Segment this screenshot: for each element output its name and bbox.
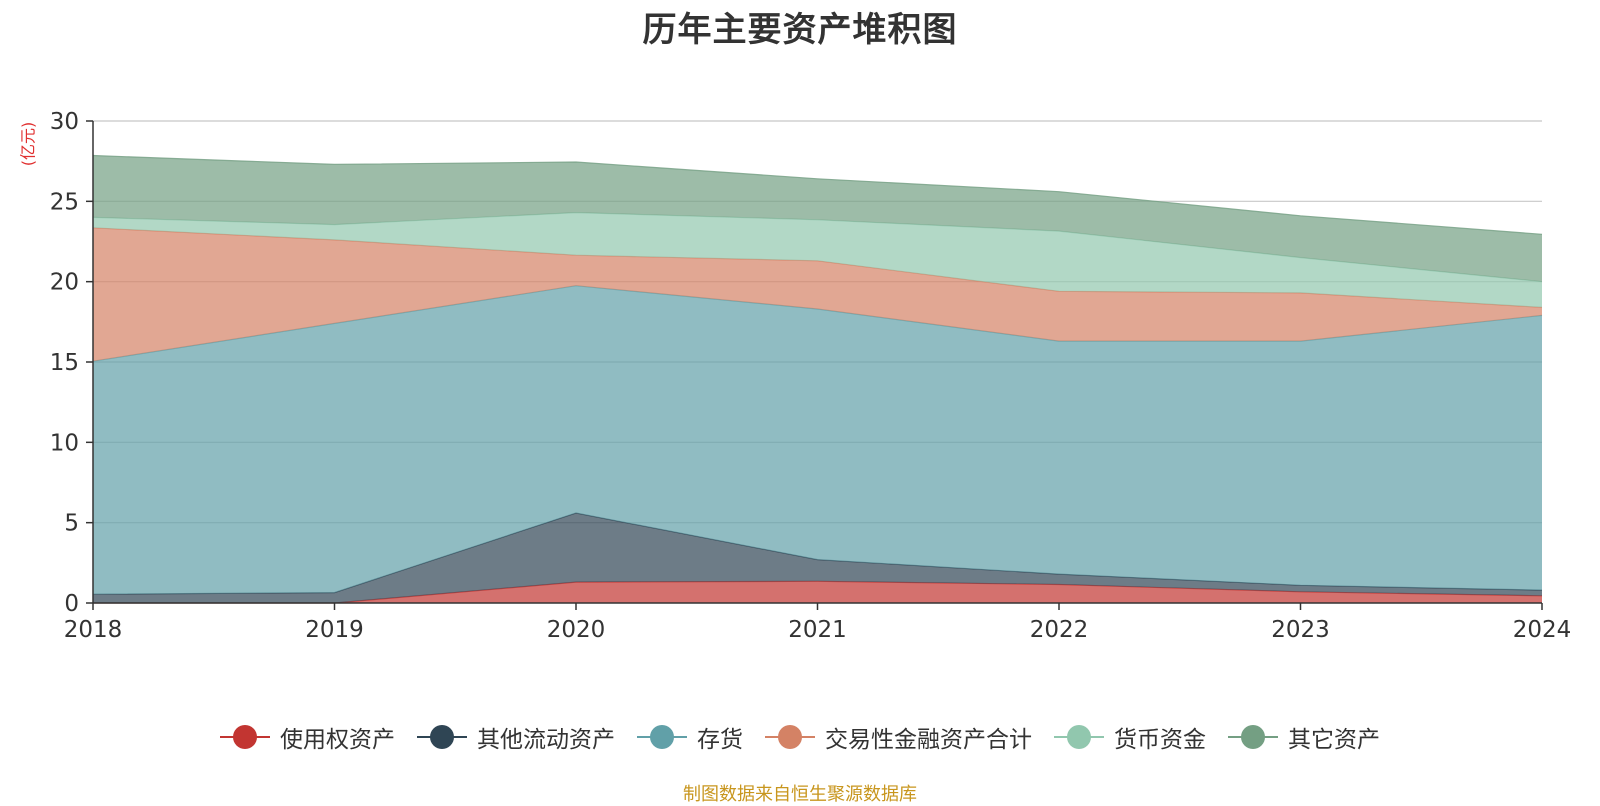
legend-label: 货币资金 bbox=[1114, 727, 1206, 753]
y-tick-label-0: 0 bbox=[64, 591, 79, 617]
area-series-2 bbox=[93, 285, 1542, 595]
legend-marker-icon bbox=[220, 724, 270, 750]
line-series-5 bbox=[92, 154, 1543, 235]
legend-label: 其它资产 bbox=[1288, 727, 1380, 753]
legend-marker-icon bbox=[637, 724, 687, 750]
x-tick-label-2018: 2018 bbox=[64, 617, 123, 643]
x-tick-label-2021: 2021 bbox=[788, 617, 847, 643]
legend-item-0[interactable]: 使用权资产 bbox=[220, 720, 395, 754]
legend-label: 交易性金融资产合计 bbox=[825, 727, 1032, 753]
legend-marker-icon bbox=[417, 724, 467, 750]
y-tick-label-25: 25 bbox=[50, 189, 79, 215]
legend-item-5[interactable]: 其它资产 bbox=[1228, 720, 1380, 754]
legend-marker-dot bbox=[1067, 725, 1091, 749]
y-tick-label-30: 30 bbox=[50, 109, 79, 135]
area-series-1 bbox=[93, 513, 1542, 603]
source-note: 制图数据来自恒生聚源数据库 bbox=[683, 784, 917, 805]
x-tick-label-2020: 2020 bbox=[547, 617, 606, 643]
y-tick-label-5: 5 bbox=[64, 511, 79, 537]
legend-item-2[interactable]: 存货 bbox=[637, 720, 743, 754]
legend-label: 使用权资产 bbox=[280, 727, 395, 753]
legend-marker-icon bbox=[1228, 724, 1278, 750]
x-tick-label-2023: 2023 bbox=[1271, 617, 1330, 643]
legend-marker-dot bbox=[1241, 725, 1265, 749]
legend-label: 存货 bbox=[697, 727, 743, 753]
area-series-4 bbox=[93, 212, 1542, 308]
x-tick-label-2022: 2022 bbox=[1030, 617, 1089, 643]
legend-marker-dot bbox=[430, 725, 454, 749]
x-tick-label-2019: 2019 bbox=[305, 617, 364, 643]
legend-marker-dot bbox=[650, 725, 674, 749]
legend: 使用权资产 其他流动资产 存货 交易性金融资产合计 货币资金 其它资产 bbox=[0, 720, 1600, 754]
legend-marker-icon bbox=[1054, 724, 1104, 750]
area-series-0 bbox=[93, 581, 1542, 603]
y-tick-label-20: 20 bbox=[50, 270, 79, 296]
area-series-3 bbox=[93, 227, 1542, 362]
y-tick-label-15: 15 bbox=[50, 350, 79, 376]
legend-item-1[interactable]: 其他流动资产 bbox=[417, 720, 615, 754]
x-tick-label-2024: 2024 bbox=[1513, 617, 1572, 643]
legend-marker-icon bbox=[765, 724, 815, 750]
chart-title: 历年主要资产堆积图 bbox=[642, 10, 958, 50]
area-series-5 bbox=[93, 155, 1542, 282]
legend-item-3[interactable]: 交易性金融资产合计 bbox=[765, 720, 1032, 754]
y-tick-label-10: 10 bbox=[50, 430, 79, 456]
legend-marker-dot bbox=[778, 725, 802, 749]
legend-item-4[interactable]: 货币资金 bbox=[1054, 720, 1206, 754]
legend-marker-dot bbox=[233, 725, 257, 749]
legend-label: 其他流动资产 bbox=[477, 727, 615, 753]
